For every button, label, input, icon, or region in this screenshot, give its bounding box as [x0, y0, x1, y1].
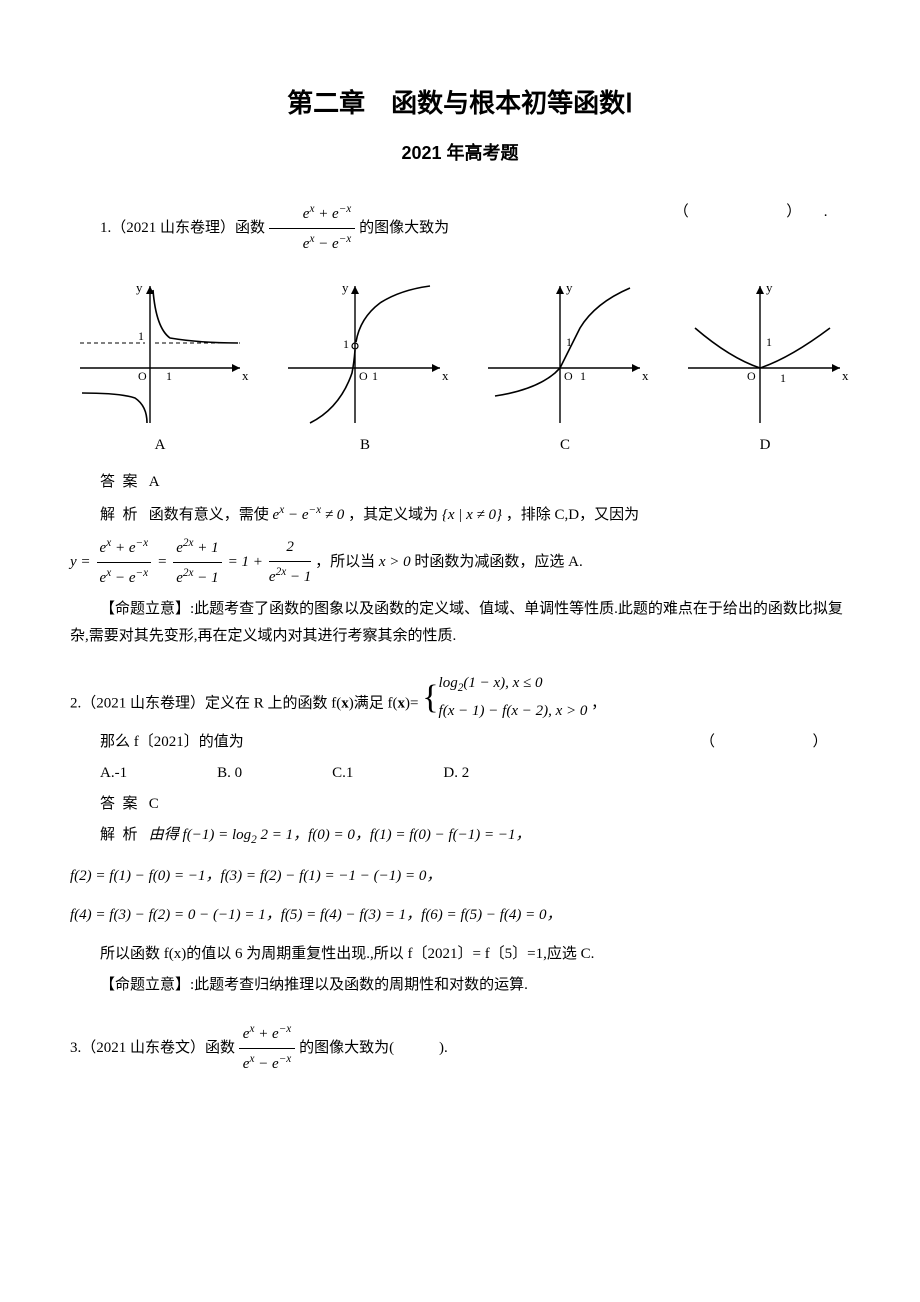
- q2-comma: ，: [591, 696, 606, 712]
- graph-a: x y O 1 1 A: [70, 278, 250, 459]
- q2-line2: 那么 f〔2021〕的值为: [100, 734, 244, 750]
- svg-text:1: 1: [166, 369, 172, 383]
- problem-2: 2.（2021 山东卷理）定义在 R 上的函数 f(x)满足 f(x)= { l…: [70, 670, 850, 999]
- q2-paren: （ ）: [670, 729, 850, 756]
- svg-text:1: 1: [138, 329, 144, 343]
- q2-opt-b: B. 0: [187, 760, 242, 787]
- q1-graphs: x y O 1 1 A x y O: [70, 278, 850, 459]
- svg-text:x: x: [442, 368, 449, 383]
- q2-opt-a: A.-1: [70, 760, 127, 787]
- graph-c: x y O 1 1 C: [480, 278, 650, 459]
- graph-d-label: D: [680, 432, 850, 459]
- q2-stem-c: )=: [405, 696, 422, 712]
- q1-stem-prefix: 1.（2021 山东卷理）函数: [100, 220, 269, 236]
- q2-ana-l4: 所以函数 f(x)的值以 6 为周期重复性出现.,所以 f〔2021〕= f〔5…: [70, 941, 850, 968]
- graph-a-label: A: [70, 432, 250, 459]
- q3-stem-prefix: 3.（2021 山东卷文）函数: [70, 1040, 239, 1056]
- q1-ana-2b: ，所以当: [315, 554, 379, 570]
- q2-answer-label: 答案: [100, 796, 145, 812]
- svg-text:O: O: [564, 369, 573, 383]
- q2-ana-l2: f(2) = f(1) − f(0) = −1，f(3) = f(2) − f(…: [70, 863, 850, 890]
- q1-ana-1d: {x | x ≠ 0}: [442, 507, 502, 523]
- q1-answer-label: 答案: [100, 474, 145, 490]
- svg-text:y: y: [342, 280, 349, 295]
- q2-ana-l3: f(4) = f(3) − f(2) = 0 − (−1) = 1，f(5) =…: [70, 902, 850, 929]
- q2-opt-c: C.1: [302, 760, 353, 787]
- q3-stem-suffix: 的图像大致为( ).: [299, 1040, 448, 1056]
- q1-ana-2c: x > 0: [379, 554, 411, 570]
- q2-stem-a: 2.（2021 山东卷理）定义在 R 上的函数 f(: [70, 696, 341, 712]
- q3-formula: ex + e−x ex − e−x: [239, 1040, 299, 1056]
- graph-b-label: B: [280, 432, 450, 459]
- q2-options: A.-1 B. 0 C.1 D. 2: [70, 760, 850, 787]
- svg-text:1: 1: [766, 335, 772, 349]
- q2-bold2: x: [398, 696, 406, 712]
- svg-text:1: 1: [580, 369, 586, 383]
- problem-1: 1.（2021 山东卷理）函数 ex + e−x ex − e−x 的图像大致为…: [70, 199, 850, 650]
- svg-text:O: O: [359, 369, 368, 383]
- svg-text:y: y: [566, 280, 573, 295]
- q2-answer: C: [149, 796, 159, 812]
- svg-text:1: 1: [780, 371, 786, 385]
- svg-text:O: O: [747, 369, 756, 383]
- q2-opt-d: D. 2: [413, 760, 469, 787]
- graph-b: x y O 1 1 B: [280, 278, 450, 459]
- q2-bold1: x: [341, 696, 349, 712]
- svg-text:y: y: [766, 280, 773, 295]
- chapter-title: 第二章 函数与根本初等函数Ⅰ: [70, 80, 850, 127]
- q1-paren: （ ）.: [644, 199, 850, 226]
- q2-stem-b: )满足 f(: [349, 696, 398, 712]
- q1-ana-1b: ex − e−x ≠ 0: [273, 507, 345, 523]
- subtitle: 2021 年高考题: [70, 137, 850, 169]
- q2-analysis-label: 解析: [100, 827, 145, 843]
- problem-3: 3.（2021 山东卷文）函数 ex + e−x ex − e−x 的图像大致为…: [70, 1019, 850, 1078]
- q1-ana-1e: ，排除 C,D，又因为: [506, 507, 639, 523]
- q1-stem-suffix: 的图像大致为: [359, 220, 449, 236]
- q1-analysis-label: 解析: [100, 507, 145, 523]
- q2-ana-l1: 由得 f(−1) = log2 2 = 1，f(0) = 0，f(1) = f(…: [149, 827, 531, 843]
- graph-c-label: C: [480, 432, 650, 459]
- svg-text:x: x: [842, 368, 849, 383]
- q1-ana-1a: 函数有意义，需使: [149, 507, 273, 523]
- q1-formula: ex + e−x ex − e−x: [269, 220, 359, 236]
- svg-text:1: 1: [343, 337, 349, 351]
- q2-piecewise: { log2(1 − x), x ≤ 0 f(x − 1) − f(x − 2)…: [422, 670, 587, 725]
- svg-text:1: 1: [372, 369, 378, 383]
- q1-answer: A: [149, 474, 160, 490]
- graph-d: x y O 1 1 D: [680, 278, 850, 459]
- q1-ana-1c: ，其定义域为: [348, 507, 442, 523]
- q1-ana-2d: 时函数为减函数，应选 A.: [414, 554, 582, 570]
- svg-text:O: O: [138, 369, 147, 383]
- svg-text:y: y: [136, 280, 143, 295]
- svg-text:x: x: [242, 368, 249, 383]
- svg-text:x: x: [642, 368, 649, 383]
- q1-ana-2a: y = ex + e−x ex − e−x = e2x + 1 e2x − 1 …: [70, 533, 311, 592]
- q1-comment: 【命题立意】:此题考查了函数的图象以及函数的定义域、值域、单调性等性质.此题的难…: [70, 596, 850, 650]
- q2-comment: 【命题立意】:此题考查归纳推理以及函数的周期性和对数的运算.: [70, 972, 850, 999]
